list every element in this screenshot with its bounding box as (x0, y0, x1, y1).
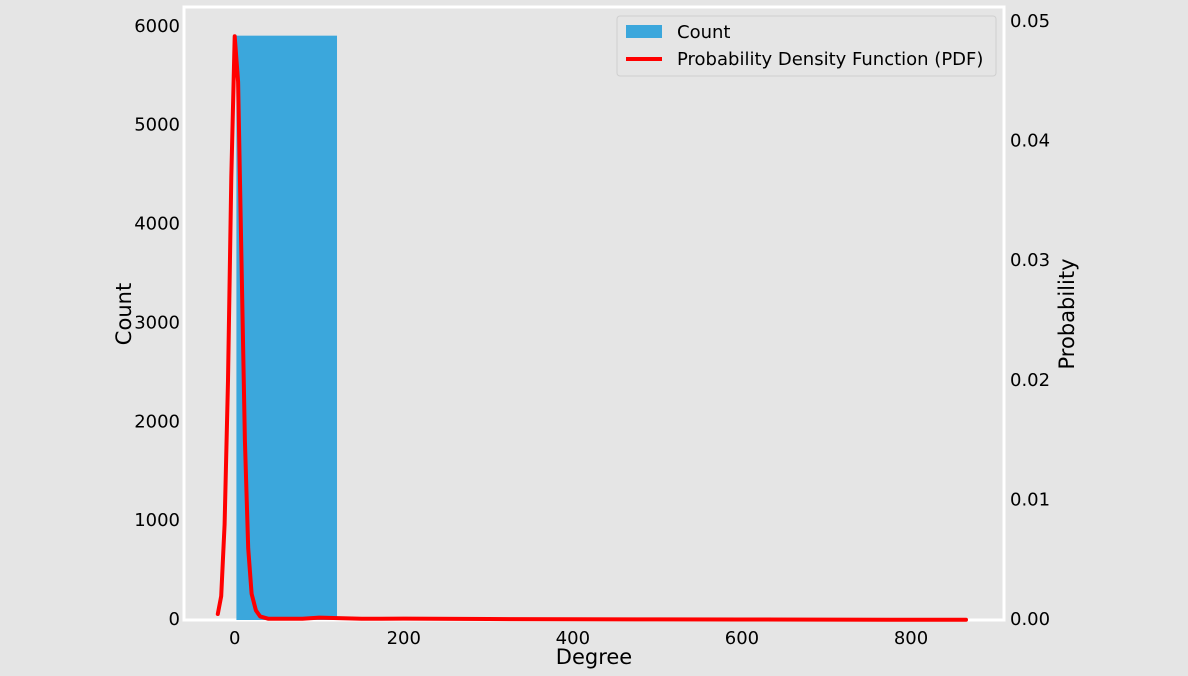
y2-tick-label: 0.02 (1010, 370, 1050, 391)
x-tick-label: 800 (894, 628, 928, 649)
histogram-bars (236, 35, 941, 620)
y2-tick-label: 0.03 (1010, 250, 1050, 271)
y-tick-label: 6000 (134, 16, 180, 37)
y-tick-label: 1000 (134, 510, 180, 531)
legend-label-count: Count (677, 22, 730, 43)
y2-tick-label: 0.04 (1010, 131, 1050, 152)
y-axis-label: Count (112, 283, 136, 345)
x-tick-label: 0 (229, 628, 240, 649)
y-tick-label: 0 (169, 609, 180, 630)
histogram-bar (236, 35, 338, 620)
legend-label-pdf: Probability Density Function (PDF) (677, 49, 983, 70)
y-axis-ticks: 0 1000 2000 3000 4000 5000 6000 (134, 16, 180, 630)
x-axis-label: Degree (556, 645, 632, 669)
legend: Count Probability Density Function (PDF) (616, 15, 997, 77)
x-axis-ticks: 0 200 400 600 800 (229, 628, 928, 649)
pdf-line (215, 34, 968, 622)
y2-tick-label: 0.00 (1010, 609, 1050, 630)
y2-axis-label: Probability (1055, 258, 1079, 369)
x-tick-label: 600 (725, 628, 759, 649)
y-tick-label: 2000 (134, 411, 180, 432)
legend-swatch-count (626, 25, 662, 38)
x-tick-label: 200 (387, 628, 421, 649)
x-tick-label: 400 (556, 628, 590, 649)
y-tick-label: 4000 (134, 214, 180, 235)
y2-axis-ticks: 0.00 0.01 0.02 0.03 0.04 0.05 (1010, 11, 1050, 630)
y2-tick-label: 0.01 (1010, 489, 1050, 510)
y2-tick-label: 0.05 (1010, 11, 1050, 32)
y-tick-label: 3000 (134, 312, 180, 333)
legend-box (616, 15, 997, 77)
y-tick-label: 5000 (134, 115, 180, 136)
